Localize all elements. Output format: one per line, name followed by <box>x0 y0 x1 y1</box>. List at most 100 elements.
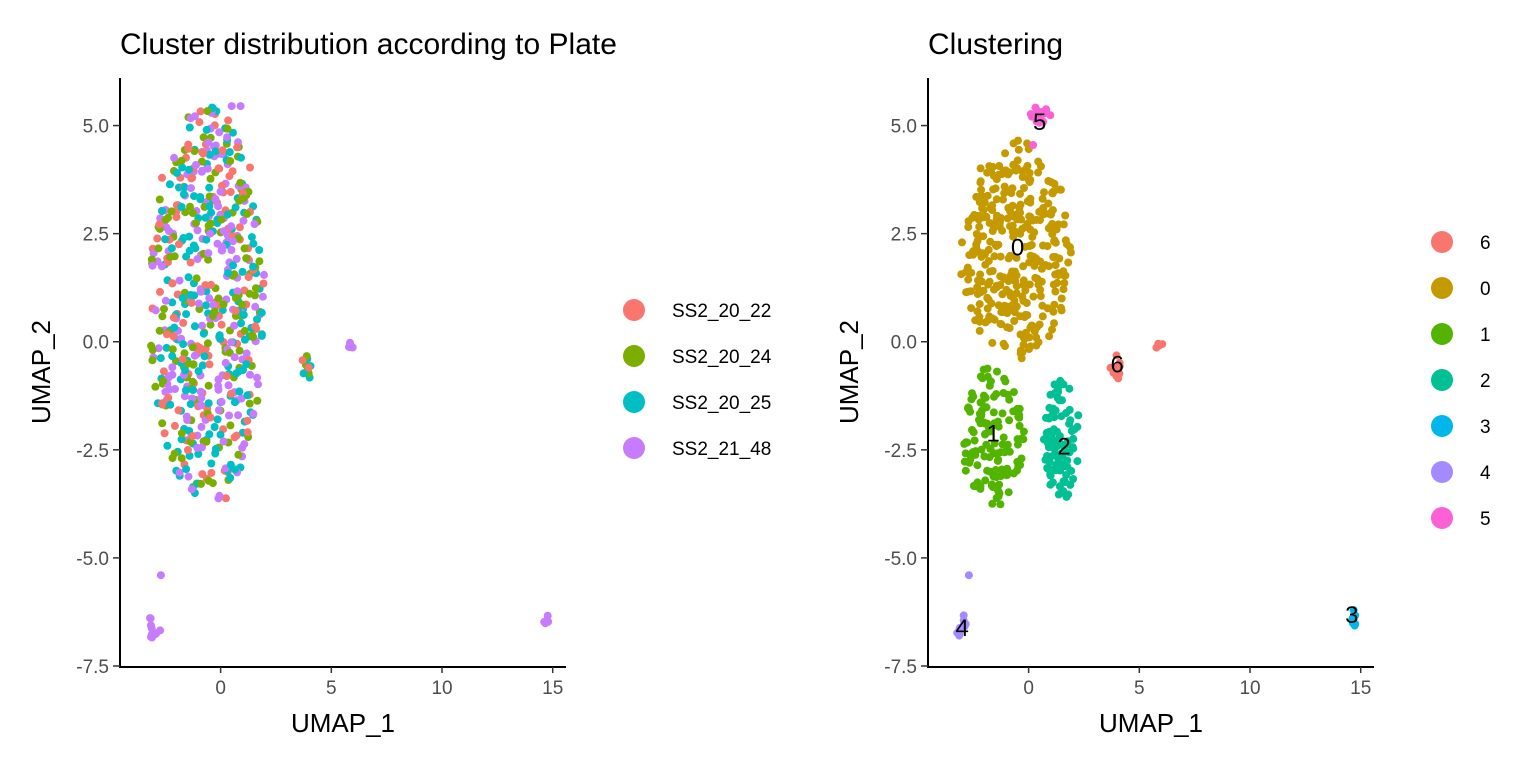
data-point <box>976 164 985 173</box>
data-point <box>199 133 208 142</box>
data-point <box>214 381 223 390</box>
data-point <box>198 470 207 479</box>
y-tick-label: 0.0 <box>83 333 109 354</box>
data-point <box>968 389 976 398</box>
data-point <box>1060 279 1069 288</box>
data-point <box>234 411 243 420</box>
data-point <box>1027 321 1036 330</box>
data-point <box>187 298 196 307</box>
data-point <box>1069 434 1078 443</box>
data-point <box>967 395 976 404</box>
data-point <box>1003 440 1012 449</box>
y-tick-label: -7.5 <box>884 657 917 678</box>
data-point <box>962 288 971 297</box>
data-point <box>202 125 211 134</box>
data-point <box>186 114 195 123</box>
data-point <box>1067 427 1076 436</box>
y-tick-label: -5.0 <box>76 549 109 570</box>
data-point <box>1049 404 1058 413</box>
data-point <box>180 183 189 192</box>
data-point <box>188 173 197 182</box>
data-point <box>164 213 172 222</box>
data-point <box>1016 461 1025 469</box>
data-point <box>219 437 228 446</box>
axis-ticks: 0 5 10 15 5.0 2.5 0.0 -2.5 -5.0 -7.5 <box>76 117 563 699</box>
data-point <box>177 203 186 211</box>
data-point <box>1041 261 1050 269</box>
data-point <box>975 415 983 424</box>
data-point <box>258 292 267 301</box>
data-point <box>999 274 1008 283</box>
data-point <box>187 485 196 494</box>
data-point <box>1009 469 1018 478</box>
data-point <box>1061 236 1070 245</box>
data-point <box>151 382 160 391</box>
data-point <box>206 174 215 183</box>
data-point <box>198 361 207 370</box>
x-tick-label: 0 <box>1023 678 1034 699</box>
data-point <box>982 440 991 449</box>
data-point <box>1057 294 1066 303</box>
data-point <box>958 238 966 247</box>
legend-key <box>1431 507 1453 529</box>
data-point <box>251 284 260 293</box>
data-point <box>995 222 1004 231</box>
data-point <box>218 146 227 155</box>
legend-key <box>623 299 645 321</box>
data-point <box>208 311 217 320</box>
data-point <box>163 330 171 339</box>
data-point <box>998 290 1007 299</box>
data-point <box>1032 333 1041 342</box>
data-point <box>1005 288 1014 297</box>
data-point <box>964 275 973 284</box>
data-point <box>242 254 251 263</box>
data-point <box>237 394 246 403</box>
data-point <box>1006 271 1015 280</box>
data-point <box>167 244 176 253</box>
data-point <box>1001 342 1009 351</box>
data-point <box>157 262 166 271</box>
data-point <box>987 480 996 489</box>
data-point <box>196 195 205 204</box>
data-point <box>1046 470 1055 479</box>
data-point <box>224 116 233 125</box>
legend-label: 4 <box>1480 463 1491 484</box>
data-point <box>1060 440 1069 449</box>
y-tick-label: -2.5 <box>76 441 109 462</box>
data-point <box>164 393 173 402</box>
data-point <box>1025 169 1034 177</box>
data-point <box>1009 407 1018 416</box>
data-point <box>238 443 247 452</box>
data-point <box>181 386 190 395</box>
data-point <box>204 138 213 147</box>
data-point <box>1049 439 1058 448</box>
data-point <box>168 352 177 361</box>
data-point <box>158 312 167 321</box>
data-point <box>1009 388 1018 397</box>
data-point <box>1037 206 1046 215</box>
legend: 6 0 1 2 3 4 5 <box>1431 231 1491 530</box>
y-tick-label: -2.5 <box>884 441 917 462</box>
data-point <box>1020 223 1029 232</box>
data-point <box>988 338 997 347</box>
data-point <box>177 156 186 165</box>
data-point <box>1009 160 1018 169</box>
data-point <box>188 343 197 352</box>
data-point <box>1350 621 1359 630</box>
data-point <box>233 287 242 296</box>
data-point <box>170 449 179 458</box>
data-point <box>211 195 220 204</box>
data-point <box>217 397 226 406</box>
data-point <box>979 365 988 374</box>
data-point <box>967 304 976 313</box>
data-point <box>174 406 183 415</box>
legend-label: 2 <box>1480 371 1491 392</box>
data-point <box>203 107 212 116</box>
data-point <box>1026 175 1035 184</box>
data-point <box>231 306 240 315</box>
data-point <box>205 183 214 192</box>
legend-label: 0 <box>1480 279 1491 300</box>
data-point <box>211 147 220 156</box>
data-point <box>244 273 253 282</box>
